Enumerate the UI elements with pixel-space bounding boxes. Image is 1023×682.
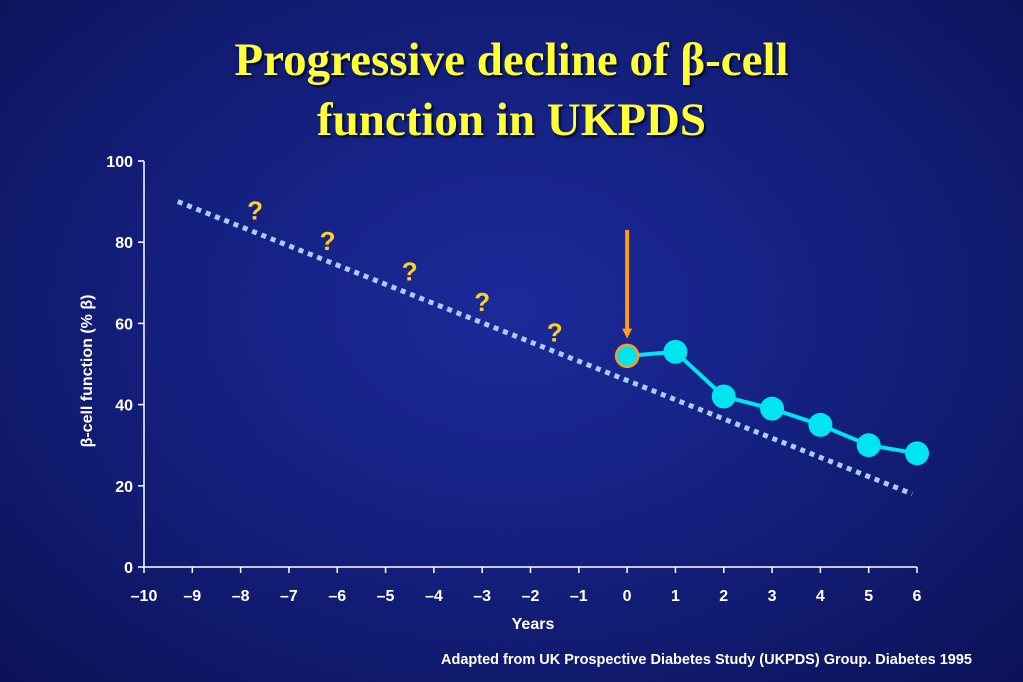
x-tick-label: –6 [328, 588, 346, 605]
data-point [808, 412, 833, 437]
annotations-group: ????? [247, 196, 633, 348]
y-tick-label: 100 [106, 154, 133, 171]
data-point [711, 384, 736, 409]
x-tick-label: 1 [671, 588, 680, 605]
y-axis-label: β-cell function (% β) [79, 295, 96, 448]
question-mark-annotation: ? [474, 287, 490, 317]
data-point [760, 396, 785, 421]
data-point [614, 343, 640, 369]
x-tick-label: –8 [232, 588, 250, 605]
y-tick-label: 40 [115, 398, 133, 415]
data-point [856, 433, 881, 458]
x-tick-label: 3 [768, 588, 777, 605]
question-mark-annotation: ? [247, 196, 263, 226]
page-title: Progressive decline of β-cell function i… [0, 30, 1023, 150]
y-tick-label: 20 [115, 479, 133, 496]
x-tick-label: –1 [570, 588, 588, 605]
x-tick-label: 2 [719, 588, 728, 605]
question-mark-annotation: ? [320, 226, 336, 256]
title-line-1: Progressive decline of β-cell [234, 34, 789, 86]
x-tick-label: 5 [864, 588, 873, 605]
y-tick-label: 80 [115, 235, 133, 252]
x-tick-label: –7 [280, 588, 298, 605]
trend-line [176, 199, 914, 497]
question-mark-annotation: ? [402, 257, 418, 287]
y-tick-label: 60 [115, 316, 133, 333]
data-point [905, 441, 929, 466]
title-line-2: function in UKPDS [316, 94, 707, 146]
y-tick-label: 0 [124, 560, 133, 577]
data-point [663, 339, 688, 364]
x-tick-label: –2 [522, 588, 540, 605]
x-tick-label: –10 [131, 588, 158, 605]
question-mark-annotation: ? [547, 318, 563, 348]
x-axis-label: Years [512, 616, 555, 633]
source-citation: Adapted from UK Prospective Diabetes Stu… [441, 652, 972, 668]
x-tick-label: 0 [623, 588, 632, 605]
x-tick-label: 4 [816, 588, 825, 605]
x-tick-label: –5 [377, 588, 395, 605]
x-tick-label: –9 [183, 588, 201, 605]
trend-line-group [176, 199, 914, 497]
series-group [614, 339, 929, 466]
x-tick-label: 6 [913, 588, 922, 605]
x-tick-label: –4 [425, 588, 443, 605]
x-tick-label: –3 [473, 588, 491, 605]
